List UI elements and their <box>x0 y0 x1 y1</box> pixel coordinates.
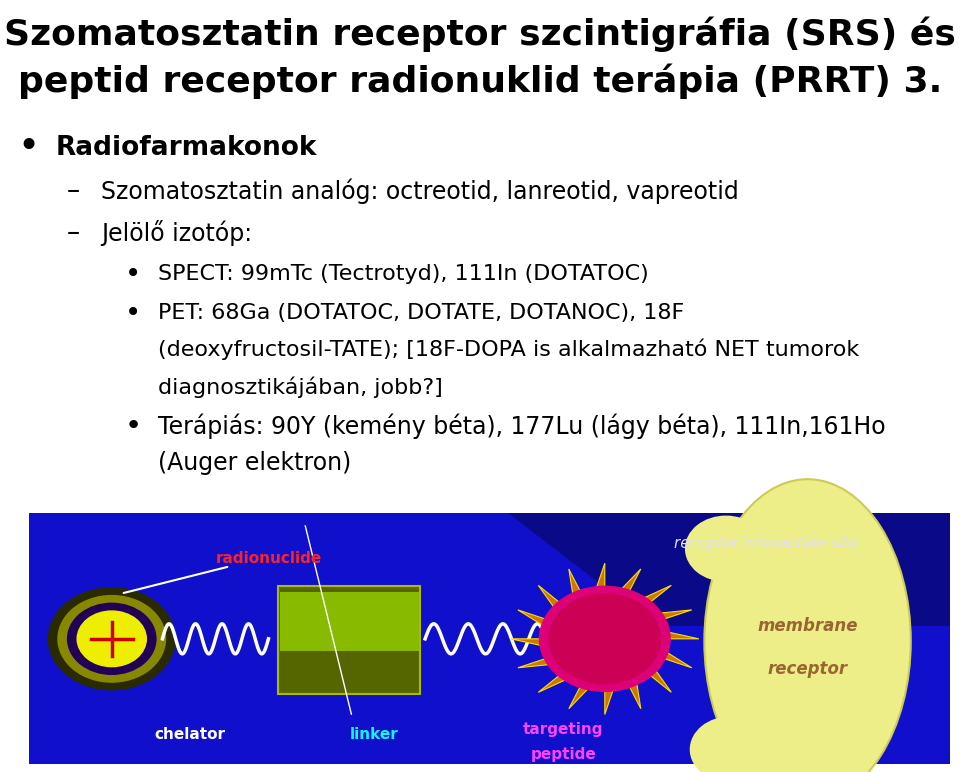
Text: linker: linker <box>350 726 398 742</box>
Polygon shape <box>605 682 615 715</box>
Polygon shape <box>568 569 580 601</box>
Text: SPECT: 99mTc (Tectrotyd), 111In (DOTATOC): SPECT: 99mTc (Tectrotyd), 111In (DOTATOC… <box>158 264 649 284</box>
Text: PET: 68Ga (DOTATOC, DOTATE, DOTANOC), 18F: PET: 68Ga (DOTATOC, DOTATE, DOTANOC), 18… <box>158 303 684 323</box>
Circle shape <box>58 596 165 682</box>
Circle shape <box>690 717 771 772</box>
Text: chelator: chelator <box>155 726 226 742</box>
Polygon shape <box>660 648 692 668</box>
Text: Szomatosztatin analóg: octreotid, lanreotid, vapreotid: Szomatosztatin analóg: octreotid, lanreo… <box>101 178 738 205</box>
Bar <box>29 513 950 764</box>
Text: (deoxyfructosil-TATE); [18F-DOPA is alkalmazható NET tumorok: (deoxyfructosil-TATE); [18F-DOPA is alka… <box>158 339 859 361</box>
Text: –: – <box>67 178 81 205</box>
Bar <box>277 586 420 694</box>
Polygon shape <box>615 569 641 595</box>
Polygon shape <box>517 610 550 630</box>
Text: radionuclide: radionuclide <box>215 551 322 566</box>
Text: Szomatosztatin receptor szcintigráfia (SRS) és: Szomatosztatin receptor szcintigráfia (S… <box>4 17 956 52</box>
Polygon shape <box>508 513 950 626</box>
Text: –: – <box>67 220 81 246</box>
Text: peptid receptor radionuklid terápia (PRRT) 3.: peptid receptor radionuklid terápia (PRR… <box>18 63 942 99</box>
Text: targeting: targeting <box>523 722 604 736</box>
Text: receptor: receptor <box>767 660 848 678</box>
Polygon shape <box>630 676 641 709</box>
Text: •: • <box>125 412 142 440</box>
Text: (Auger elektron): (Auger elektron) <box>158 451 351 476</box>
Text: •: • <box>125 260 141 288</box>
Text: Terápiás: 90Y (kemény béta), 177Lu (lágy béta), 111In,161Ho: Terápiás: 90Y (kemény béta), 177Lu (lágy… <box>158 413 886 439</box>
Polygon shape <box>539 585 559 614</box>
Polygon shape <box>594 564 605 595</box>
Polygon shape <box>651 664 671 692</box>
Text: Jelölő izotóp:: Jelölő izotóp: <box>101 220 252 246</box>
Circle shape <box>540 587 670 692</box>
Text: diagnosztikájában, jobb?]: diagnosztikájában, jobb?] <box>158 376 444 398</box>
Polygon shape <box>651 610 692 618</box>
Text: peptide: peptide <box>531 747 596 762</box>
Polygon shape <box>568 682 594 709</box>
Polygon shape <box>511 639 550 648</box>
Polygon shape <box>636 585 671 601</box>
Circle shape <box>549 594 660 684</box>
Text: •: • <box>125 299 141 327</box>
Circle shape <box>685 516 766 581</box>
Circle shape <box>67 604 156 675</box>
Ellipse shape <box>705 479 911 772</box>
Circle shape <box>77 611 146 666</box>
Text: membrane: membrane <box>757 617 858 635</box>
Text: receptor interaction site: receptor interaction site <box>674 536 858 551</box>
Circle shape <box>48 588 175 690</box>
Polygon shape <box>660 630 699 639</box>
Text: •: • <box>17 130 39 166</box>
Text: Radiofarmakonok: Radiofarmakonok <box>56 135 317 161</box>
Polygon shape <box>517 659 559 668</box>
Bar <box>279 591 419 651</box>
Polygon shape <box>539 676 574 692</box>
